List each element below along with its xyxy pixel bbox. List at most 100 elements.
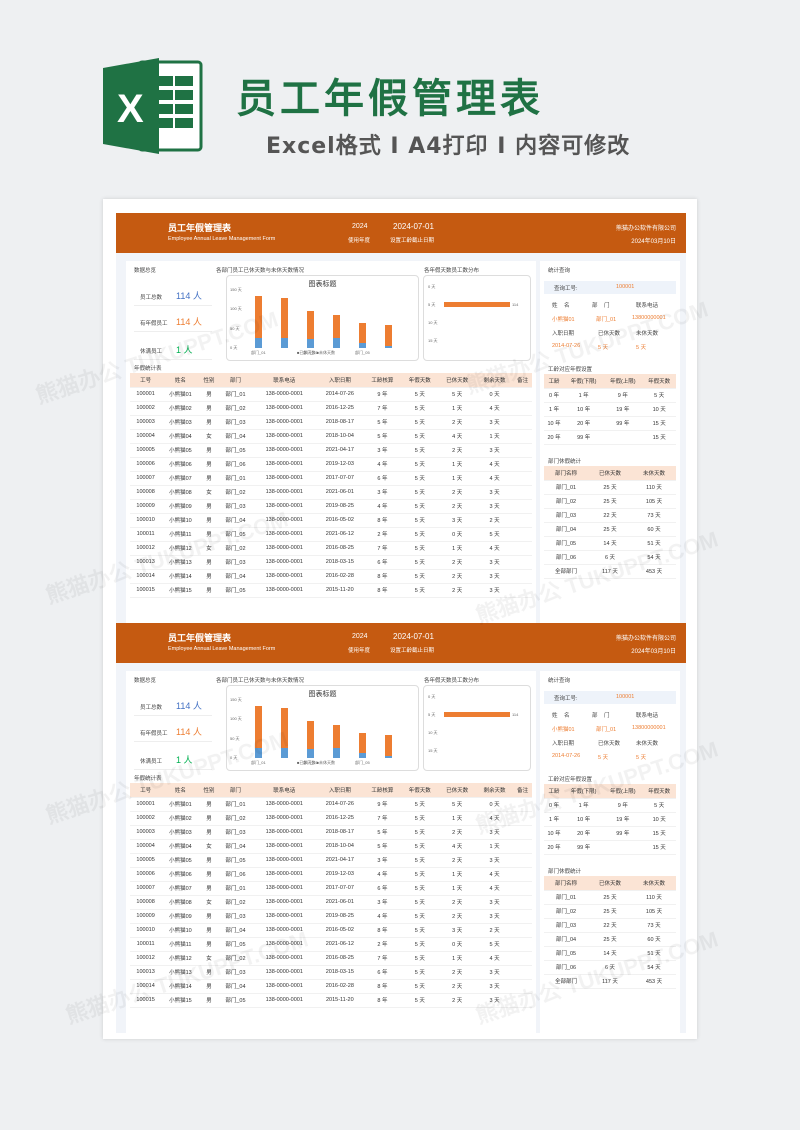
table-row[interactable]: 100011 小熊猫11 男部门_05 138-0000-0001 2021-06-12… xyxy=(130,527,532,542)
table-row[interactable]: 100014 小熊猫14 男部门_04 138-0000-0001 2016-02-28… xyxy=(130,979,532,994)
bar-remaining[interactable] xyxy=(307,311,314,340)
bar-remaining[interactable] xyxy=(281,297,288,339)
bar-used[interactable] xyxy=(307,339,314,348)
lookup-id-input[interactable]: 100001 xyxy=(616,284,635,290)
table-row[interactable]: 100015 小熊猫15 男部门_05 138-0000-0001 2015-11-20… xyxy=(130,583,532,598)
bar-used[interactable] xyxy=(359,342,366,348)
bar-used[interactable] xyxy=(255,748,262,758)
bar-chart[interactable]: 图表标题 150 天 100 天 50 天 0 天部门_01 部门_03 部门_05 ■已休… xyxy=(226,685,419,771)
table-row[interactable]: 100012 小熊猫12 女部门_02 138-0000-0001 2016-08-25… xyxy=(130,541,532,556)
table-row[interactable]: 100011 小熊猫11 男部门_05 138-0000-0001 2021-06-12… xyxy=(130,937,532,952)
table-row[interactable]: 部门_06 6 天 54 天 xyxy=(544,550,676,565)
table-row[interactable]: 100010 小熊猫10 男部门_04 138-0000-0001 2016-05-02… xyxy=(130,513,532,528)
table-row[interactable]: 100005 小熊猫05 男部门_05 138-0000-0001 2021-04-17… xyxy=(130,853,532,868)
table-row[interactable]: 部门_04 25 天 60 天 xyxy=(544,932,676,947)
table-row[interactable]: 100006 小熊猫06 男部门_06 138-0000-0001 2019-12-03… xyxy=(130,867,532,882)
bar-used[interactable] xyxy=(333,748,340,758)
table-row[interactable]: 100015 小熊猫15 男部门_05 138-0000-0001 2015-11-20… xyxy=(130,993,532,1008)
bar-used[interactable] xyxy=(281,338,288,348)
year-value[interactable]: 2024 xyxy=(352,633,368,640)
table-row[interactable]: 部门_01 25 天 110 天 xyxy=(544,890,676,905)
column-header: 未休天数 xyxy=(632,876,676,891)
table-row[interactable]: 部门_02 25 天 105 天 xyxy=(544,904,676,919)
table-row[interactable]: 100013 小熊猫13 男部门_03 138-0000-0001 2018-03-15… xyxy=(130,965,532,980)
cutoff-date-value[interactable]: 2024-07-01 xyxy=(393,222,434,231)
table-cell: 3 天 xyxy=(475,569,514,584)
bar-remaining[interactable] xyxy=(333,725,340,749)
table-row[interactable]: 部门_04 25 天 60 天 xyxy=(544,522,676,537)
bar-used[interactable] xyxy=(281,748,288,758)
table-row[interactable]: 部门_05 14 天 51 天 xyxy=(544,536,676,551)
table-row[interactable]: 100008 小熊猫08 女部门_02 138-0000-0001 2021-06-01… xyxy=(130,485,532,500)
table-row[interactable]: 1 年 10 年 19 年 10 天 xyxy=(544,812,676,827)
table-cell: 5 天 xyxy=(401,401,439,416)
bar-remaining[interactable] xyxy=(255,295,262,339)
table-row[interactable]: 100001 小熊猫01 男部门_01 138-0000-0001 2014-07-26… xyxy=(130,387,532,402)
table-row[interactable]: 100010 小熊猫10 男部门_04 138-0000-0001 2016-05-02… xyxy=(130,923,532,938)
bar-chart[interactable]: 图表标题 150 天 100 天 50 天 0 天部门_01 部门_03 部门_05 ■已休… xyxy=(226,275,419,361)
lookup-id-input[interactable]: 100001 xyxy=(616,694,635,700)
table-cell: 9 年 xyxy=(603,388,643,403)
table-row[interactable]: 100009 小熊猫09 男部门_03 138-0000-0001 2019-08-25… xyxy=(130,499,532,514)
table-cell: 小熊猫07 xyxy=(161,881,200,896)
bar-remaining[interactable] xyxy=(281,707,288,749)
cutoff-date-value[interactable]: 2024-07-01 xyxy=(393,632,434,641)
table-cell: 10 天 xyxy=(642,402,676,417)
bar-remaining[interactable] xyxy=(333,315,340,339)
distribution-bar[interactable] xyxy=(444,712,510,717)
table-cell: 5 天 xyxy=(401,839,439,854)
table-row[interactable]: 1 年 10 年 19 年 10 天 xyxy=(544,402,676,417)
bar-used[interactable] xyxy=(385,755,392,758)
table-row[interactable]: 100009 小熊猫09 男部门_03 138-0000-0001 2019-08-25… xyxy=(130,909,532,924)
table-row[interactable]: 部门_05 14 天 51 天 xyxy=(544,946,676,961)
table-row[interactable]: 20 年 99 年 15 天 xyxy=(544,840,676,855)
table-row[interactable]: 100004 小熊猫04 女部门_04 138-0000-0001 2018-10-04… xyxy=(130,839,532,854)
table-cell: 100009 xyxy=(130,909,162,924)
table-row[interactable]: 100014 小熊猫14 男部门_04 138-0000-0001 2016-02-28… xyxy=(130,569,532,584)
table-row[interactable]: 100002 小熊猫02 男部门_02 138-0000-0001 2016-12-25… xyxy=(130,401,532,416)
table-row[interactable]: 10 年 20 年 99 年 15 天 xyxy=(544,826,676,841)
bar-remaining[interactable] xyxy=(359,322,366,343)
table-row[interactable]: 100007 小熊猫07 男部门_01 138-0000-0001 2017-07-07… xyxy=(130,881,532,896)
bar-used[interactable] xyxy=(307,749,314,758)
bar-remaining[interactable] xyxy=(255,705,262,749)
table-row[interactable]: 100002 小熊猫02 男部门_02 138-0000-0001 2016-12-25… xyxy=(130,811,532,826)
table-row[interactable]: 部门_03 22 天 73 天 xyxy=(544,508,676,523)
table-row[interactable]: 部门_06 6 天 54 天 xyxy=(544,960,676,975)
table-row[interactable]: 部门_02 25 天 105 天 xyxy=(544,494,676,509)
bar-remaining[interactable] xyxy=(359,732,366,753)
bar-used[interactable] xyxy=(255,338,262,348)
table-row[interactable]: 100007 小熊猫07 男部门_01 138-0000-0001 2017-07-07… xyxy=(130,471,532,486)
bar-remaining[interactable] xyxy=(307,721,314,750)
table-row[interactable]: 100008 小熊猫08 女部门_02 138-0000-0001 2021-06-01… xyxy=(130,895,532,910)
table-row[interactable]: 100004 小熊猫04 女部门_04 138-0000-0001 2018-10-04… xyxy=(130,429,532,444)
table-row[interactable]: 100005 小熊猫05 男部门_05 138-0000-0001 2021-04-17… xyxy=(130,443,532,458)
table-row[interactable]: 100012 小熊猫12 女部门_02 138-0000-0001 2016-08-25… xyxy=(130,951,532,966)
bar-used[interactable] xyxy=(359,752,366,758)
lookup-header: 入职日期 xyxy=(552,331,575,337)
table-row[interactable]: 10 年 20 年 99 年 15 天 xyxy=(544,416,676,431)
distribution-chart[interactable]: 0 天 5 天 114 10 天 15 天 xyxy=(423,685,531,771)
bar-used[interactable] xyxy=(385,345,392,348)
table-row[interactable]: 20 年 99 年 15 天 xyxy=(544,430,676,445)
table-row[interactable]: 全部部门 117 天 453 天 xyxy=(544,564,676,579)
table-cell: 部门_03 xyxy=(218,909,253,924)
distribution-bar[interactable] xyxy=(444,302,510,307)
distribution-chart[interactable]: 0 天 5 天 114 10 天 15 天 xyxy=(423,275,531,361)
bar-used[interactable] xyxy=(333,338,340,348)
table-row[interactable]: 部门_03 22 天 73 天 xyxy=(544,918,676,933)
bar-remaining[interactable] xyxy=(385,734,392,756)
table-row[interactable]: 全部部门 117 天 453 天 xyxy=(544,974,676,989)
bar-remaining[interactable] xyxy=(385,324,392,346)
table-cell: 部门_01 xyxy=(218,797,253,812)
table-row[interactable]: 100001 小熊猫01 男部门_01 138-0000-0001 2014-07-26… xyxy=(130,797,532,812)
table-row[interactable]: 100006 小熊猫06 男部门_06 138-0000-0001 2019-12-03… xyxy=(130,457,532,472)
table-row[interactable]: 100003 小熊猫03 男部门_03 138-0000-0001 2018-08-17… xyxy=(130,825,532,840)
table-row[interactable]: 100003 小熊猫03 男部门_03 138-0000-0001 2018-08-17… xyxy=(130,415,532,430)
table-row[interactable]: 100013 小熊猫13 男部门_03 138-0000-0001 2018-03-15… xyxy=(130,555,532,570)
table-row[interactable]: 部门_01 25 天 110 天 xyxy=(544,480,676,495)
year-value[interactable]: 2024 xyxy=(352,223,368,230)
